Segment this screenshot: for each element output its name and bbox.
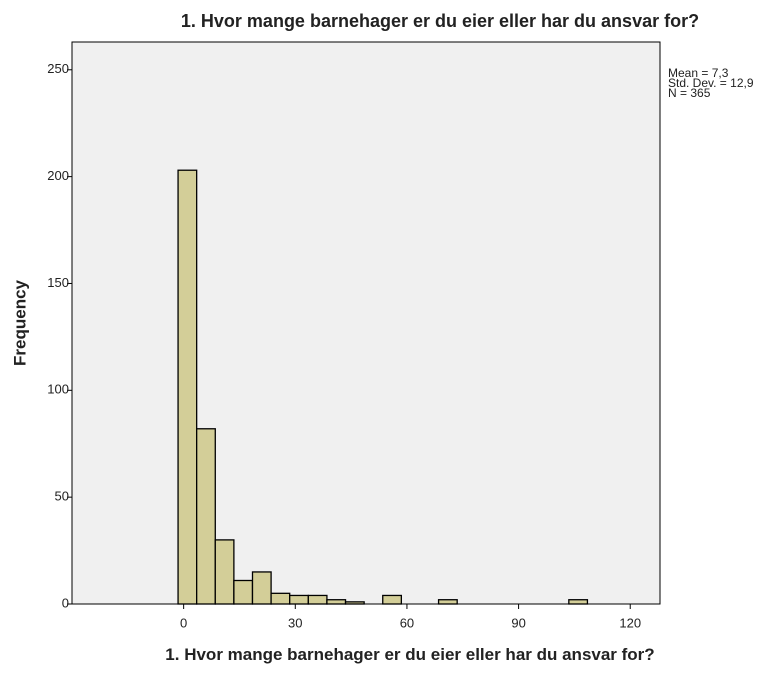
bar — [251, 571, 272, 605]
bar — [326, 599, 347, 605]
y-tick-label: 100 — [47, 382, 69, 397]
y-tick-label: 150 — [47, 275, 69, 290]
bar — [382, 594, 403, 605]
bar — [233, 579, 254, 605]
bar — [307, 594, 328, 605]
x-axis-label: 1. Hvor mange barnehager er du eier elle… — [165, 645, 655, 664]
stat-line: Mean = 7,3 — [668, 66, 729, 80]
stat-line: N = 365 — [668, 86, 711, 100]
bar — [177, 169, 198, 605]
y-tick-label: 250 — [47, 61, 69, 76]
x-tick-label: 120 — [619, 615, 641, 630]
x-tick-label: 90 — [511, 615, 525, 630]
chart-title: 1. Hvor mange barnehager er du eier elle… — [181, 11, 699, 31]
x-tick-label: 60 — [400, 615, 414, 630]
bar — [214, 539, 235, 605]
bar — [270, 592, 291, 605]
x-tick-label: 30 — [288, 615, 302, 630]
plot-area — [72, 42, 660, 604]
y-tick-label: 0 — [62, 595, 69, 610]
bar — [437, 599, 458, 605]
plot-border — [71, 41, 661, 605]
stat-line: Std. Dev. = 12,9 — [668, 76, 754, 90]
y-tick-label: 50 — [55, 489, 69, 504]
bar — [568, 599, 589, 605]
bar — [289, 594, 309, 605]
bar — [196, 428, 216, 605]
x-tick-label: 0 — [180, 615, 187, 630]
y-axis-label: Frequency — [10, 279, 29, 366]
y-tick-label: 200 — [47, 168, 69, 183]
